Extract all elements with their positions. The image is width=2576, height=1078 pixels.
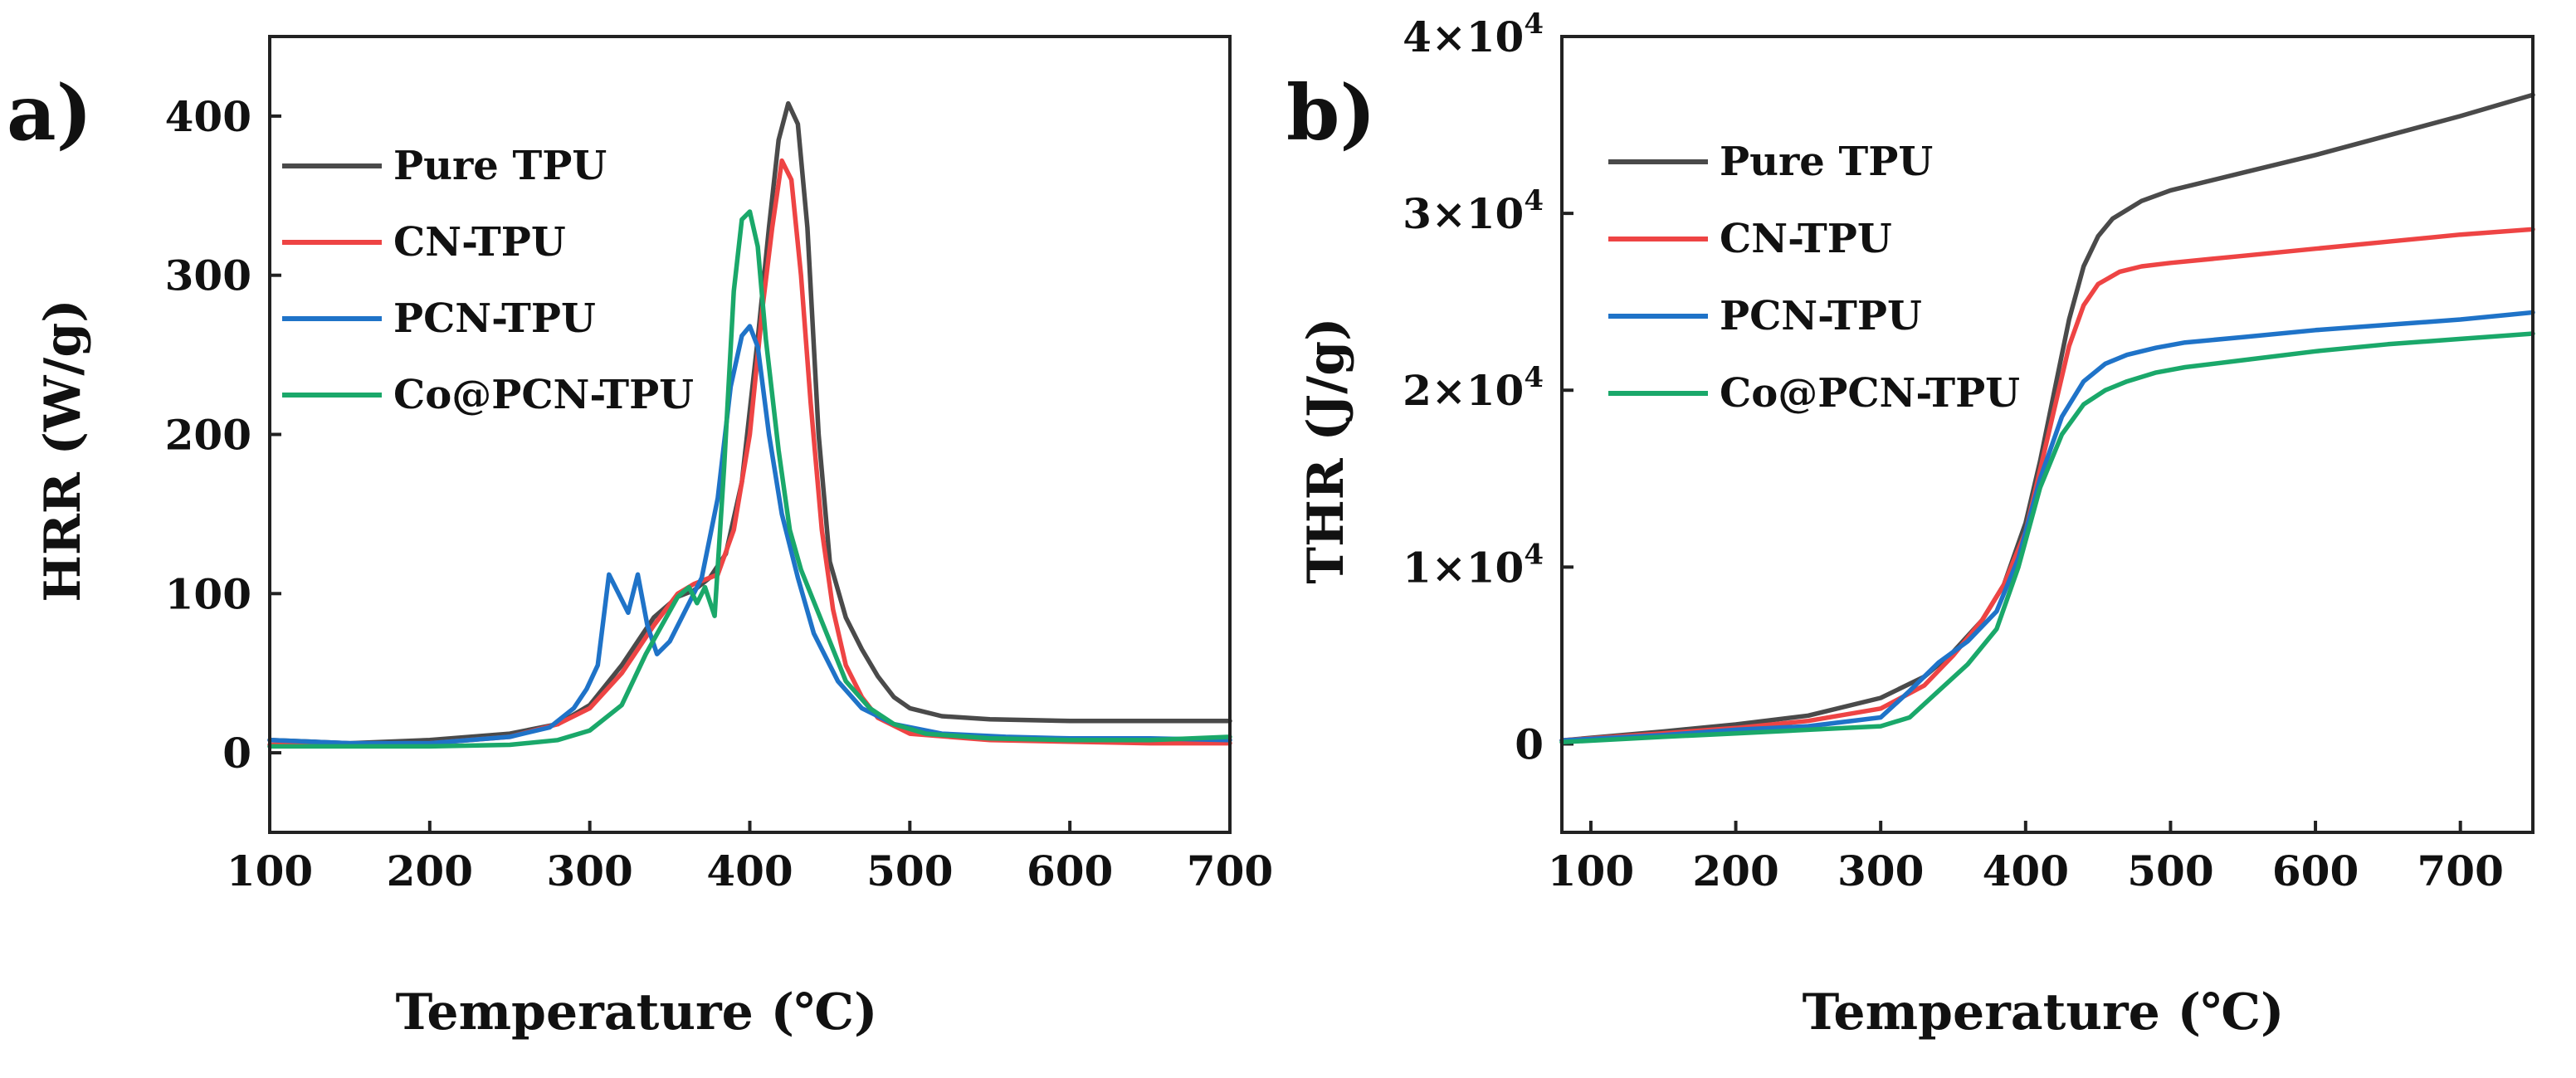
x-tick-label: 400 bbox=[706, 846, 793, 895]
y-tick-label: 4×104 bbox=[1403, 7, 1544, 61]
y-tick-label-exponent: 4 bbox=[1524, 7, 1544, 41]
x-tick-label: 300 bbox=[1837, 846, 1924, 895]
y-tick-label: 400 bbox=[165, 92, 251, 141]
y-tick-label-base: 2×10 bbox=[1403, 366, 1524, 415]
panel-b-x-ticks: 100 200 300 400 500 600 700 bbox=[1548, 821, 2504, 895]
panel-b-x-axis-title: Temperature (℃) bbox=[1803, 983, 2285, 1041]
series-line-co-pcn-tpu bbox=[267, 209, 1232, 749]
series-line-cn-tpu bbox=[1559, 227, 2535, 743]
y-tick-label: 2×104 bbox=[1403, 361, 1544, 415]
panel-a-x-axis-title: Temperature (℃) bbox=[396, 983, 878, 1041]
panel-b-series bbox=[1559, 92, 2535, 745]
legend-label-pcn-tpu: PCN-TPU bbox=[393, 295, 596, 342]
y-tick-label: 200 bbox=[165, 411, 251, 460]
x-tick-label: 600 bbox=[1027, 846, 1113, 895]
panel-a-legend: Pure TPU CN-TPU PCN-TPU Co@PCN-TPU bbox=[282, 143, 694, 418]
series-line-co-pcn-tpu bbox=[1559, 331, 2535, 745]
x-tick-label: 500 bbox=[866, 846, 953, 895]
y-tick-label-base: 0 bbox=[1515, 719, 1544, 768]
panel-b-label: b) bbox=[1286, 68, 1376, 158]
legend-label-co-pcn-tpu: Co@PCN-TPU bbox=[1720, 370, 2020, 417]
legend-label-cn-tpu: CN-TPU bbox=[393, 219, 566, 266]
x-tick-label: 700 bbox=[2417, 846, 2503, 895]
panel-a-series bbox=[267, 100, 1232, 749]
y-tick-label: 0 bbox=[1515, 719, 1544, 768]
x-tick-label: 700 bbox=[1187, 846, 1273, 895]
x-tick-label: 200 bbox=[1692, 846, 1778, 895]
series-line-pure-tpu bbox=[1559, 92, 2535, 743]
legend-label-pure-tpu: Pure TPU bbox=[393, 143, 607, 189]
panel-b-plot-frame bbox=[1560, 35, 2535, 834]
y-tick-label-base: 4×10 bbox=[1403, 12, 1524, 61]
y-tick-label-exponent: 4 bbox=[1524, 361, 1544, 394]
panel-a-y-axis-title: HRR (W/g) bbox=[34, 299, 92, 602]
y-tick-label-exponent: 4 bbox=[1524, 184, 1544, 217]
panel-b-thr-chart: b) THR (J/g) Temperature (℃) 100 200 300 40… bbox=[1286, 7, 2535, 1041]
y-tick-label-base: 3×10 bbox=[1403, 189, 1524, 238]
legend-label-pure-tpu: Pure TPU bbox=[1720, 139, 1933, 185]
panel-b-legend: Pure TPU CN-TPU PCN-TPU Co@PCN-TPU bbox=[1608, 139, 2020, 417]
legend-label-pcn-tpu: PCN-TPU bbox=[1720, 293, 1922, 339]
x-tick-label: 400 bbox=[1983, 846, 2069, 895]
x-tick-label: 300 bbox=[546, 846, 632, 895]
legend-label-cn-tpu: CN-TPU bbox=[1720, 216, 1892, 262]
y-tick-label: 100 bbox=[165, 569, 251, 618]
legend-label-co-pcn-tpu: Co@PCN-TPU bbox=[393, 372, 694, 418]
y-tick-label: 1×104 bbox=[1403, 538, 1544, 592]
y-tick-label-exponent: 4 bbox=[1524, 538, 1544, 571]
panel-a-y-ticks: 0 100 200 300 400 bbox=[165, 92, 281, 778]
panel-b-y-axis-title: THR (J/g) bbox=[1297, 317, 1355, 583]
x-tick-label: 600 bbox=[2272, 846, 2359, 895]
x-tick-label: 100 bbox=[1548, 846, 1634, 895]
series-line-pcn-tpu bbox=[1559, 310, 2535, 743]
y-tick-label: 300 bbox=[165, 251, 251, 300]
y-tick-label-base: 1×10 bbox=[1403, 543, 1524, 592]
panel-a-x-ticks: 100 200 300 400 500 600 700 bbox=[227, 821, 1273, 895]
x-tick-label: 500 bbox=[2127, 846, 2213, 895]
y-tick-label: 3×104 bbox=[1403, 184, 1544, 238]
panel-a-plot-frame bbox=[268, 35, 1232, 834]
panel-a-hrr-chart: a) HRR (W/g) Temperature (℃) 100 200 300 40… bbox=[7, 35, 1273, 1041]
x-tick-label: 100 bbox=[227, 846, 313, 895]
y-tick-label: 0 bbox=[222, 729, 251, 778]
panel-a-label: a) bbox=[7, 68, 92, 158]
x-tick-label: 200 bbox=[387, 846, 473, 895]
